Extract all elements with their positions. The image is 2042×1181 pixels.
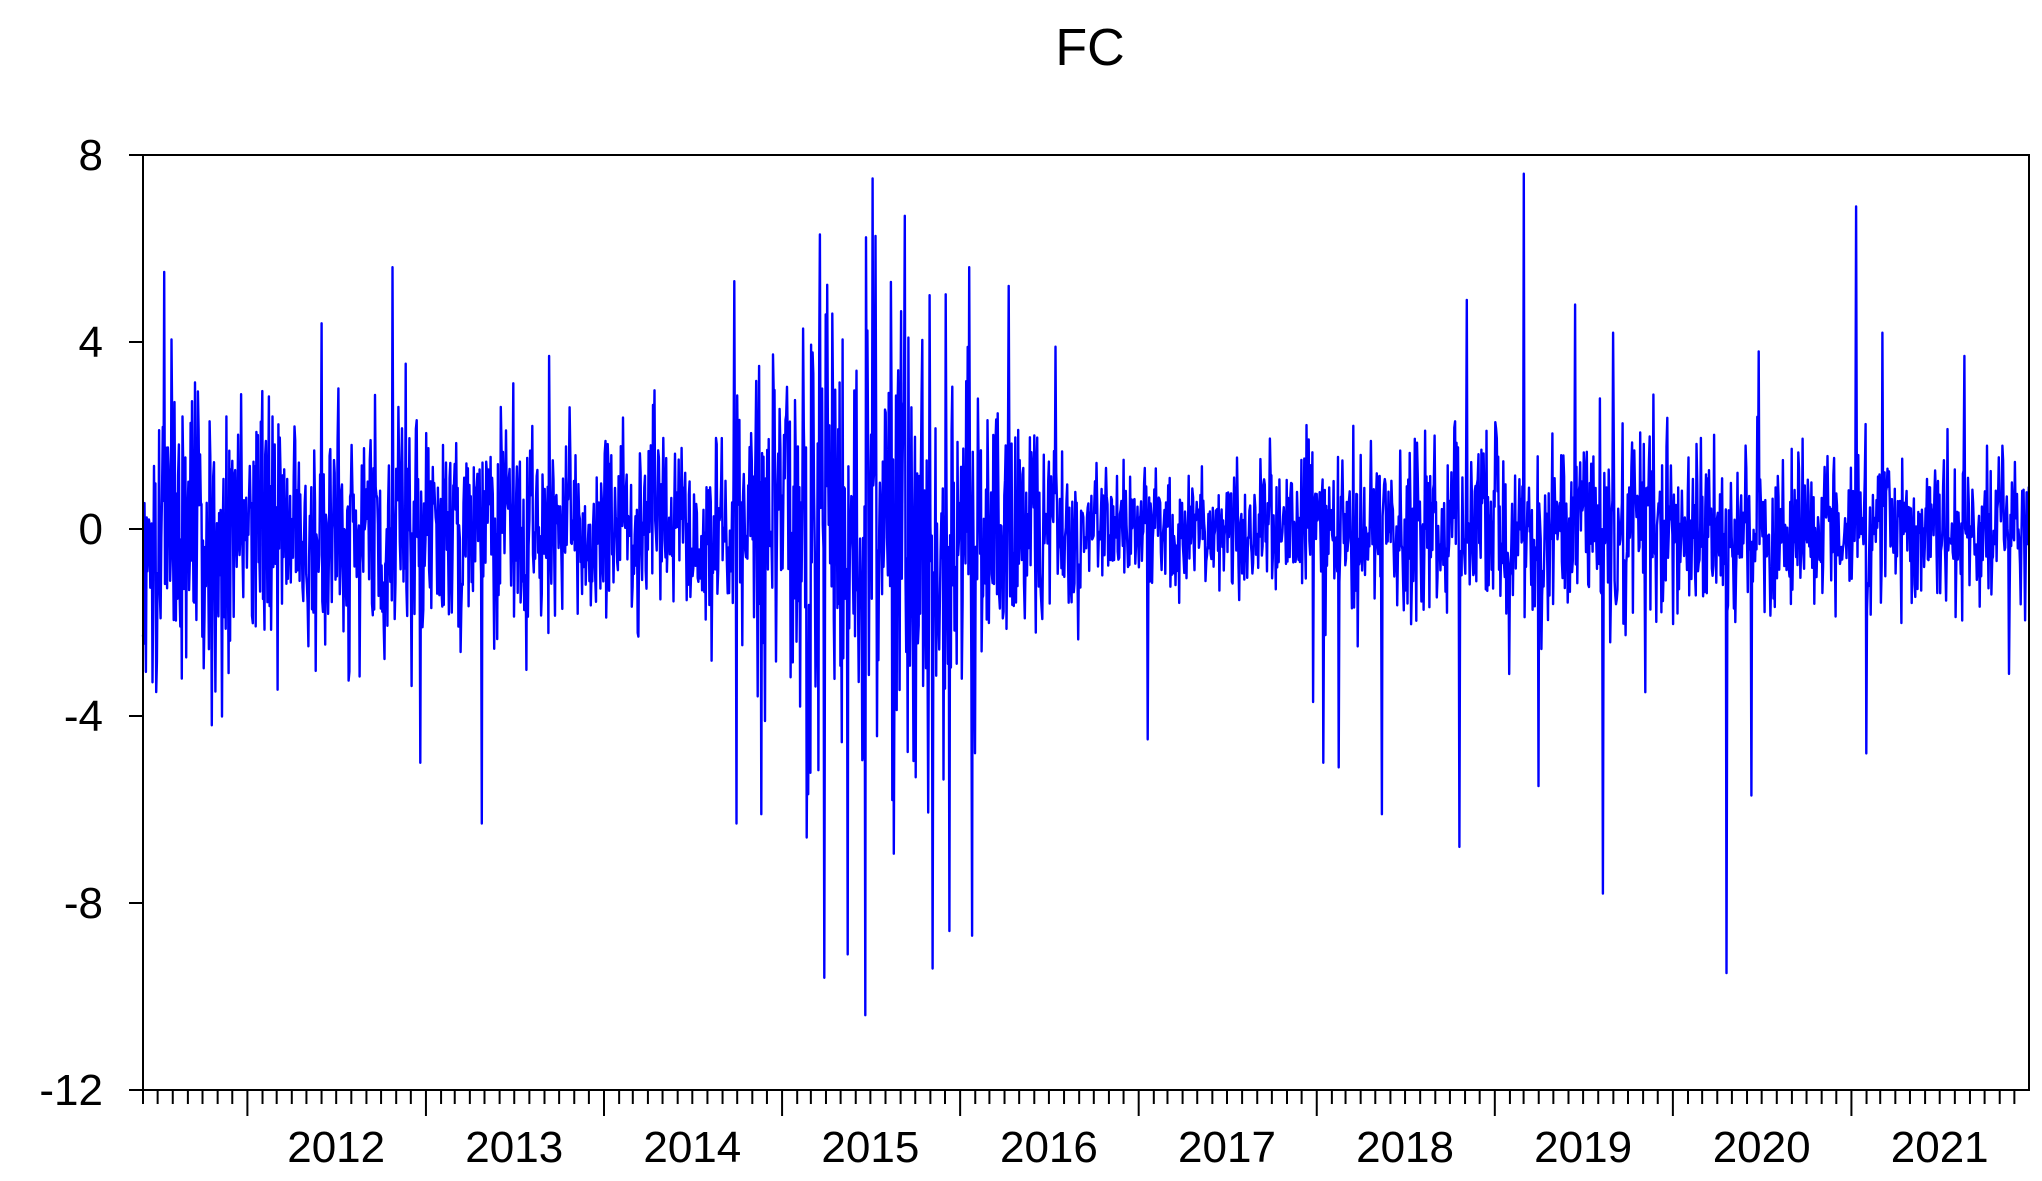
y-axis: 8 4 0 -4 -8 -12 — [39, 131, 143, 1115]
x-tick-label: 2014 — [643, 1123, 741, 1172]
y-tick-label: 4 — [79, 318, 103, 367]
x-tick-label: 2016 — [1000, 1123, 1098, 1172]
y-tick-label: 0 — [79, 505, 103, 554]
x-tick-label: 2020 — [1713, 1123, 1811, 1172]
y-tick-label: -12 — [39, 1066, 103, 1115]
y-tick-label: -8 — [64, 879, 103, 928]
series-layer — [141, 172, 2030, 1017]
y-tick-label: -4 — [64, 692, 103, 741]
x-tick-label: 2018 — [1356, 1123, 1454, 1172]
x-tick-label: 2021 — [1891, 1123, 1989, 1172]
x-tick-label: 2019 — [1534, 1123, 1632, 1172]
x-tick-label: 2012 — [287, 1123, 385, 1172]
x-axis: 2012 2013 2014 2015 2016 2017 2018 2019 2020 2021 — [142, 1090, 2016, 1172]
plot-frame — [142, 154, 2030, 1091]
fc-series-line — [141, 172, 2030, 1017]
x-tick-label: 2017 — [1178, 1123, 1276, 1172]
x-tick-label: 2015 — [821, 1123, 919, 1172]
x-tick-label: 2013 — [465, 1123, 563, 1172]
chart-title: FC — [1055, 19, 1125, 77]
y-tick-label: 8 — [79, 131, 103, 180]
